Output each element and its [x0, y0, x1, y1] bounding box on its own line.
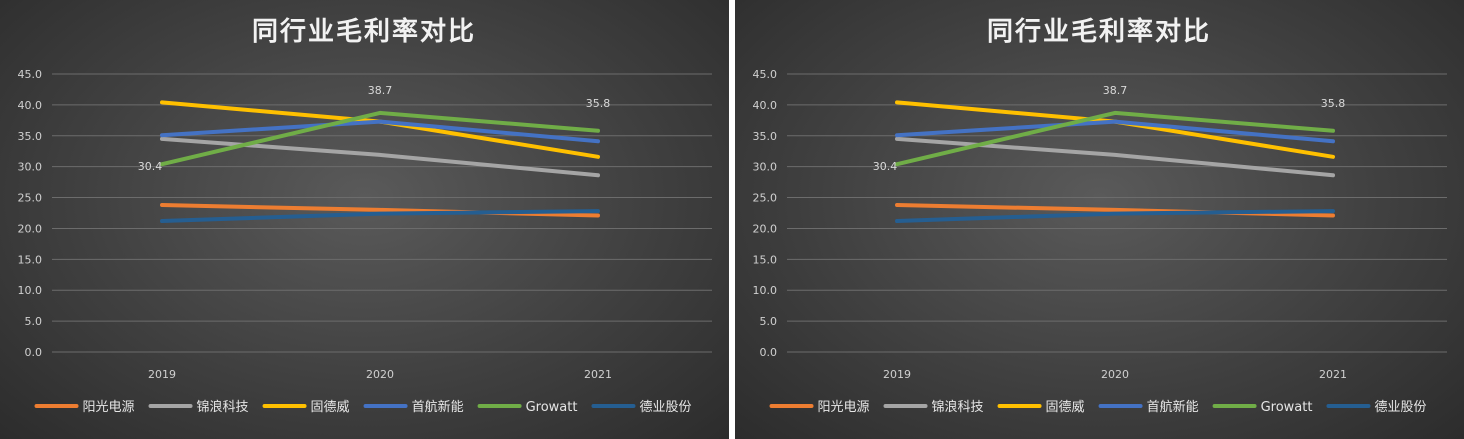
chart-panel-right: 同行业毛利率对比 0.0 5.0 10.0 15.0 20.0 25.0 30.0 35.0 40…	[735, 0, 1464, 439]
y-tick-label: 10.0	[753, 284, 778, 297]
y-tick-label: 0.0	[760, 346, 778, 359]
series-line-5	[160, 110, 600, 167]
y-tick-label: 5.0	[25, 315, 43, 328]
y-tick-label: 5.0	[760, 315, 778, 328]
y-tick-label: 0.0	[25, 346, 43, 359]
data-label: 35.8	[586, 97, 611, 110]
legend-label: 锦浪科技	[197, 400, 249, 415]
y-tick-label: 25.0	[753, 192, 778, 205]
legend-label: 阳光电源	[818, 400, 870, 415]
y-tick-label: 20.0	[18, 222, 43, 235]
y-tick-label: 40.0	[18, 99, 43, 112]
line-chart-right: 同行业毛利率对比 0.0 5.0 10.0 15.0 20.0 25.0 30.0 35.0 40…	[753, 16, 1447, 415]
y-tick-label: 15.0	[18, 253, 43, 266]
y-tick-label: 35.0	[753, 130, 778, 143]
data-label: 38.7	[368, 84, 393, 97]
legend-label: 阳光电源	[83, 400, 135, 415]
legend-label: 锦浪科技	[932, 400, 984, 415]
data-label: 30.4	[873, 160, 898, 173]
y-tick-label: 25.0	[18, 192, 43, 205]
y-tick-label: 30.0	[18, 161, 43, 174]
y-tick-label: 15.0	[753, 253, 778, 266]
y-tick-label: 30.0	[753, 161, 778, 174]
y-tick-label: 10.0	[18, 284, 43, 297]
series-line-5	[895, 110, 1335, 167]
y-tick-label: 45.0	[18, 68, 43, 81]
y-tick-label: 40.0	[753, 99, 778, 112]
data-label: 35.8	[1321, 97, 1346, 110]
x-tick-label: 2020	[366, 368, 394, 381]
x-tick-label: 2019	[883, 368, 911, 381]
chart-title: 同行业毛利率对比	[987, 16, 1211, 47]
series-line-6	[160, 209, 600, 223]
data-label: 38.7	[1103, 84, 1128, 97]
series-line-2	[895, 136, 1335, 178]
series-line-4	[160, 119, 600, 144]
legend-label: 德业股份	[639, 400, 691, 415]
x-tick-label: 2021	[1319, 368, 1347, 381]
legend-label: 德业股份	[1374, 400, 1426, 415]
line-chart-left: 同行业毛利率对比 0.0 5.0 10.0 15.0 20.0 25.0 30.0 35.0 40…	[18, 16, 712, 415]
y-tick-label: 45.0	[753, 68, 778, 81]
legend-label: 固德威	[1046, 400, 1085, 415]
chart-panel-left: 同行业毛利率对比 0.0 5.0 10.0 15.0 20.0 25.0 30.0 35.0 40…	[0, 0, 729, 439]
legend-label: 首航新能	[412, 399, 464, 415]
legend-label: Growatt	[526, 400, 578, 415]
data-label: 30.4	[138, 160, 163, 173]
series-line-6	[895, 209, 1335, 223]
legend-label: 首航新能	[1147, 399, 1199, 415]
y-tick-label: 35.0	[18, 130, 43, 143]
x-tick-label: 2021	[584, 368, 612, 381]
y-tick-label: 20.0	[753, 222, 778, 235]
legend-label: Growatt	[1261, 400, 1313, 415]
series-line-2	[160, 136, 600, 178]
series-line-4	[895, 119, 1335, 144]
legend-label: 固德威	[311, 400, 350, 415]
chart-title: 同行业毛利率对比	[252, 16, 476, 47]
x-tick-label: 2019	[148, 368, 176, 381]
x-tick-label: 2020	[1101, 368, 1129, 381]
